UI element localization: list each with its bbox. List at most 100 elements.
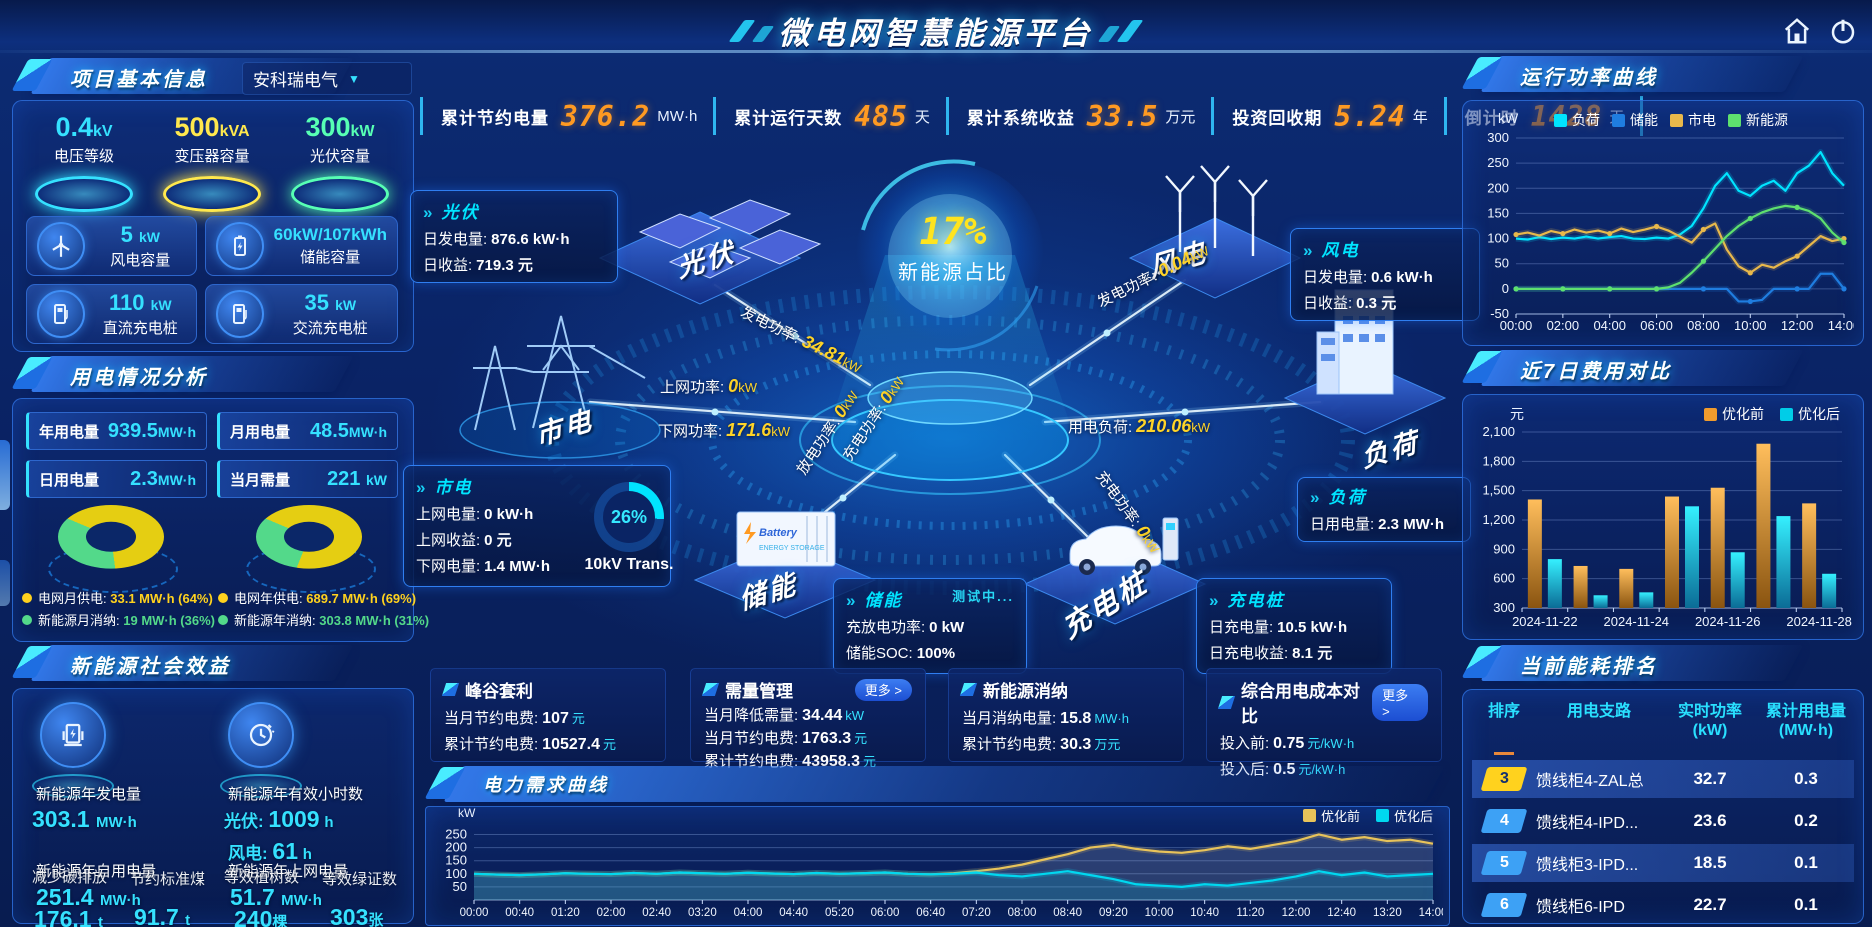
svg-text:150: 150	[445, 853, 467, 868]
card-corner-icon	[959, 683, 978, 696]
panel-ranking-body	[1462, 689, 1864, 924]
stat-month-usage: 月用电量 48.5MW·h	[217, 412, 398, 450]
kpi-item: 累计系统收益 33.5 万元	[945, 97, 1211, 135]
podium-value: 0.4	[55, 112, 93, 142]
svg-text:14:00: 14:00	[1828, 318, 1854, 333]
svg-text:ENERGY STORAGE: ENERGY STORAGE	[759, 545, 825, 552]
flow-feed-in-power: 上网功率: 0kW	[660, 376, 757, 396]
benefit-value: 303.1 MW·h	[32, 806, 137, 832]
solar-panels-icon[interactable]	[598, 199, 822, 305]
box-row: 储能SOC: 100%	[846, 645, 956, 662]
home-icon[interactable]	[1782, 16, 1812, 46]
capacity-dc-charger: 110 kW 直流充电桩	[26, 284, 197, 344]
load-info-box[interactable]: » 负荷 日用电量: 2.3 MW·h	[1297, 477, 1471, 542]
capacity-ac-charger: 35 kW 交流充电桩	[204, 284, 398, 344]
power-icon[interactable]	[1828, 16, 1858, 46]
center-orb[interactable]	[856, 159, 1044, 352]
svg-text:100: 100	[445, 866, 467, 881]
legend-item[interactable]: 储能	[1612, 110, 1658, 130]
panel-title: 电力需求曲线	[483, 775, 609, 795]
battery-storage-icon[interactable]: Battery ENERGY STORAGE	[693, 511, 877, 619]
legend-label: 优化前	[1722, 406, 1764, 422]
svg-text:900: 900	[1493, 541, 1515, 556]
legend-year-renewable: 新能源年消纳: 303.8 MW·h (31%)	[218, 610, 429, 629]
rank-badge: 6	[1480, 893, 1528, 917]
legend-item[interactable]: 优化后	[1375, 806, 1433, 825]
power-towers-icon[interactable]	[459, 315, 661, 459]
center-pedestal-top	[867, 371, 1033, 425]
ac-charger-icon	[215, 290, 264, 338]
legend-label: 优化后	[1393, 809, 1433, 824]
podium-value: 300	[305, 112, 351, 142]
table-row[interactable]: 4 馈线柜4-IPD... 23.6 0.2	[1472, 802, 1854, 840]
svg-text:06:00: 06:00	[1640, 318, 1673, 333]
legend-value: 19 MW·h (36%)	[123, 613, 215, 628]
year-donut-chart	[246, 505, 376, 595]
renewable-share-label: 新能源占比	[898, 262, 1008, 284]
rank-badge: 3	[1480, 767, 1528, 791]
col-header-branch: 用电支路	[1566, 703, 1631, 720]
legend-item[interactable]: 优化前	[1302, 806, 1360, 825]
center-pedestal	[831, 399, 1069, 481]
legend-item[interactable]: 负荷	[1554, 110, 1600, 130]
energy-value: 0.1	[1794, 853, 1818, 872]
card-row: 当月消纳电量: 15.8 MW·h	[962, 710, 1129, 727]
card-row: 累计节约电费: 30.3 万元	[962, 736, 1121, 753]
pv-info-box[interactable]: » 光伏 日发电量: 876.6 kW·h 日收益: 719.3 元	[410, 190, 618, 283]
card-title: 新能源消纳	[959, 677, 1170, 702]
kpi-item: 累计节约电量 376.2 MW·h	[420, 97, 713, 135]
benefit-label: 新能源年有效小时数	[228, 786, 364, 803]
svg-text:13:20: 13:20	[1373, 907, 1402, 919]
podium-ring	[220, 774, 302, 798]
svg-text:1,500: 1,500	[1482, 483, 1515, 498]
svg-text:08:00: 08:00	[1008, 907, 1037, 919]
svg-text:06:00: 06:00	[871, 907, 900, 919]
legend-item[interactable]: 市电	[1670, 110, 1716, 130]
legend-dot	[218, 615, 228, 625]
podium-ring	[163, 176, 261, 212]
legend-label: 新能源年消纳:	[234, 613, 316, 628]
table-row[interactable]: 6 馈线柜6-IPD 22.7 0.1	[1472, 886, 1854, 924]
svg-text:07:20: 07:20	[962, 907, 991, 919]
more-button[interactable]: 更多 >	[854, 678, 912, 701]
box-row: 日充电量: 10.5 kW·h	[1209, 619, 1348, 636]
benefit-label: 等效植树数	[224, 869, 300, 886]
ev-charger-icon[interactable]	[1023, 517, 1207, 625]
svg-text:04:40: 04:40	[779, 907, 808, 919]
panel-title: 当前能耗排名	[1520, 656, 1658, 678]
power-value: 23.6	[1693, 811, 1727, 830]
table-row[interactable]: 5 馈线柜3-IPD... 18.5 0.1	[1472, 844, 1854, 882]
chart-plot: 250 200 150 100 50 00:00 00:40 01:20 02:00 02:40 0…	[430, 808, 1447, 927]
legend-item[interactable]: 优化后	[1780, 404, 1840, 424]
kpi-unit: 年	[1412, 108, 1428, 126]
benefit-value: 91.7 t	[134, 904, 191, 927]
legend-item[interactable]: 优化前	[1704, 404, 1764, 424]
storage-info-box[interactable]: » 储能 测试中... 充放电功率: 0 kW 储能SOC: 100%	[833, 578, 1027, 674]
deco-slash-icon	[751, 25, 775, 42]
wind-turbines-icon[interactable]	[1128, 165, 1302, 299]
benefit-value: 251.4 MW·h	[36, 884, 141, 910]
table-row[interactable]: 3 馈线柜4-ZAL总 32.7 0.3	[1472, 760, 1854, 798]
battery-icon	[215, 222, 264, 270]
company-dropdown[interactable]: 安科瑞电气 ▼	[242, 62, 412, 95]
legend-swatch	[1302, 809, 1316, 822]
edge-decor	[0, 560, 10, 606]
legend-label: 储能	[1630, 112, 1658, 128]
transformer-load-value: 26%	[603, 491, 655, 543]
chart-plot: 2,100 1,800 1,500 1,200 900 600 300 2024-11-22 2…	[1470, 398, 1854, 641]
legend-item[interactable]: 新能源	[1728, 110, 1788, 130]
benefit-label: 新能源年发电量	[36, 786, 142, 803]
kpi-bar: 累计节约电量 376.2 MW·h 累计运行天数 485 天 累计系统收益 33…	[420, 96, 1644, 136]
svg-text:150: 150	[1487, 205, 1509, 220]
ranking-table-rows: 3 馈线柜4-ZAL总 32.7 0.3 4 馈线柜4-IPD... 23.6 …	[1472, 760, 1854, 926]
charger-info-box[interactable]: » 充电桩 日充电量: 10.5 kW·h 日充电收益: 8.1 元	[1196, 578, 1392, 674]
more-button[interactable]: 更多 >	[1372, 683, 1428, 721]
wind-info-box[interactable]: » 风电 日发电量: 0.6 kW·h 日收益: 0.3 元	[1290, 228, 1480, 321]
usage-stats: 年用电量 939.5MW·h 月用电量 48.5MW·h 日用电量 2.3MW·…	[26, 412, 398, 498]
legend-dot	[218, 593, 228, 603]
benefit-pv-hours: 光伏: 1009 h	[224, 806, 334, 832]
benefit-wind-hours: 风电: 61 h	[228, 838, 312, 864]
company-name: 安科瑞电气	[253, 71, 338, 90]
